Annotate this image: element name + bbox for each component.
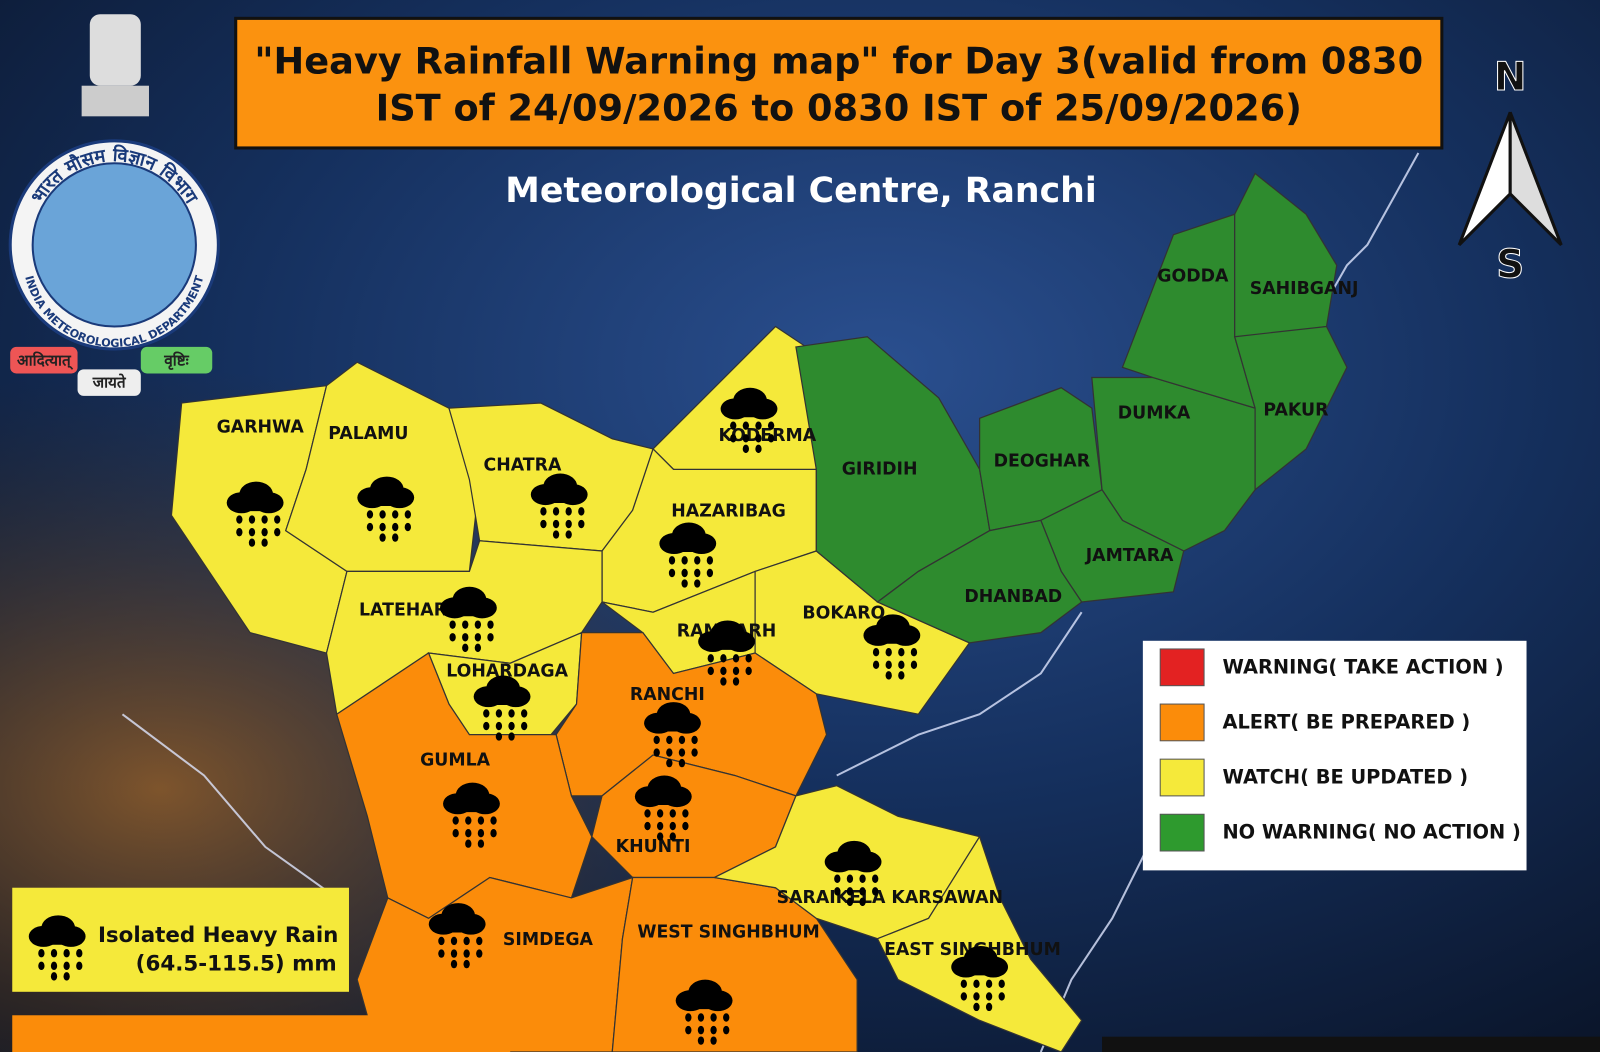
legend-swatch	[1159, 648, 1205, 687]
district-label: PALAMU	[328, 424, 408, 444]
district-label: SAHIBGANJ	[1250, 279, 1359, 299]
district-area	[1233, 325, 1348, 492]
title-line: "Heavy Rainfall Warning map" for Day 3(v…	[254, 39, 1423, 82]
district-label: CHATRA	[484, 455, 562, 475]
district-label: DEOGHAR	[994, 451, 1090, 471]
title-box	[234, 16, 1444, 150]
district-area	[876, 519, 1083, 644]
district-label: BOKARO	[802, 603, 885, 623]
district-label: DHANBAD	[964, 587, 1062, 607]
district-label: PAKUR	[1263, 400, 1328, 420]
north-label: N	[1494, 55, 1526, 100]
district-label: SARAIKELA KARSAWAN	[777, 888, 1003, 908]
legend-label: ALERT( BE PREPARED )	[1222, 711, 1470, 734]
district-label: KODERMA	[719, 426, 817, 446]
subtitle: Meteorological Centre, Ranchi	[505, 171, 1096, 211]
logo-motto: वृष्टिः	[163, 350, 189, 370]
title-line: IST of 24/09/2026 to 0830 IST of 25/09/2…	[376, 86, 1302, 129]
district-label: SIMDEGA	[503, 930, 594, 950]
district-label: GUMLA	[420, 750, 491, 770]
district-label: GODDA	[1157, 267, 1229, 287]
district-label: HAZARIBAG	[671, 501, 786, 521]
district-label: LATEHAR	[359, 600, 447, 620]
legend-label: WARNING( TAKE ACTION )	[1222, 655, 1503, 678]
districts: GARHWA PALAMU CHATRA KODERMA HAZARIBAG LATEHA…	[170, 172, 1359, 1053]
compass: N S	[1457, 54, 1563, 288]
legend-label: WATCH( BE UPDATED )	[1222, 766, 1468, 789]
legend: WARNING( TAKE ACTION ) ALERT( BE PREPARED…	[1159, 648, 1521, 852]
emblem	[81, 14, 149, 117]
district-label: GIRIDIH	[842, 459, 918, 479]
legend-swatch	[1159, 703, 1205, 742]
district-area	[876, 835, 1083, 1053]
legend-swatch	[1159, 758, 1205, 797]
district-label: WEST SINGHBHUM	[637, 923, 819, 943]
legend-label: NO WARNING( NO ACTION )	[1222, 821, 1520, 844]
district-label: KHUNTI	[616, 837, 691, 857]
legend-box	[1142, 640, 1527, 871]
district-label: DUMKA	[1118, 403, 1191, 423]
logo-motto: जायते	[92, 373, 127, 392]
district-area	[284, 361, 481, 573]
district-label: GARHWA	[217, 418, 305, 438]
rain-legend-label: Isolated Heavy Rain	[98, 923, 338, 948]
rain-legend-range: (64.5-115.5) mm	[136, 951, 337, 976]
district-label: JAMTARA	[1085, 546, 1174, 566]
legend-swatch	[1159, 813, 1205, 852]
district-label: LOHARDAGA	[446, 662, 568, 682]
cut-off-box	[1102, 1036, 1600, 1052]
south-label: S	[1496, 243, 1524, 288]
district-label: RANCHI	[630, 685, 705, 705]
cut-off-box	[12, 1015, 511, 1052]
logo-motto: आदित्यात्	[17, 350, 74, 370]
